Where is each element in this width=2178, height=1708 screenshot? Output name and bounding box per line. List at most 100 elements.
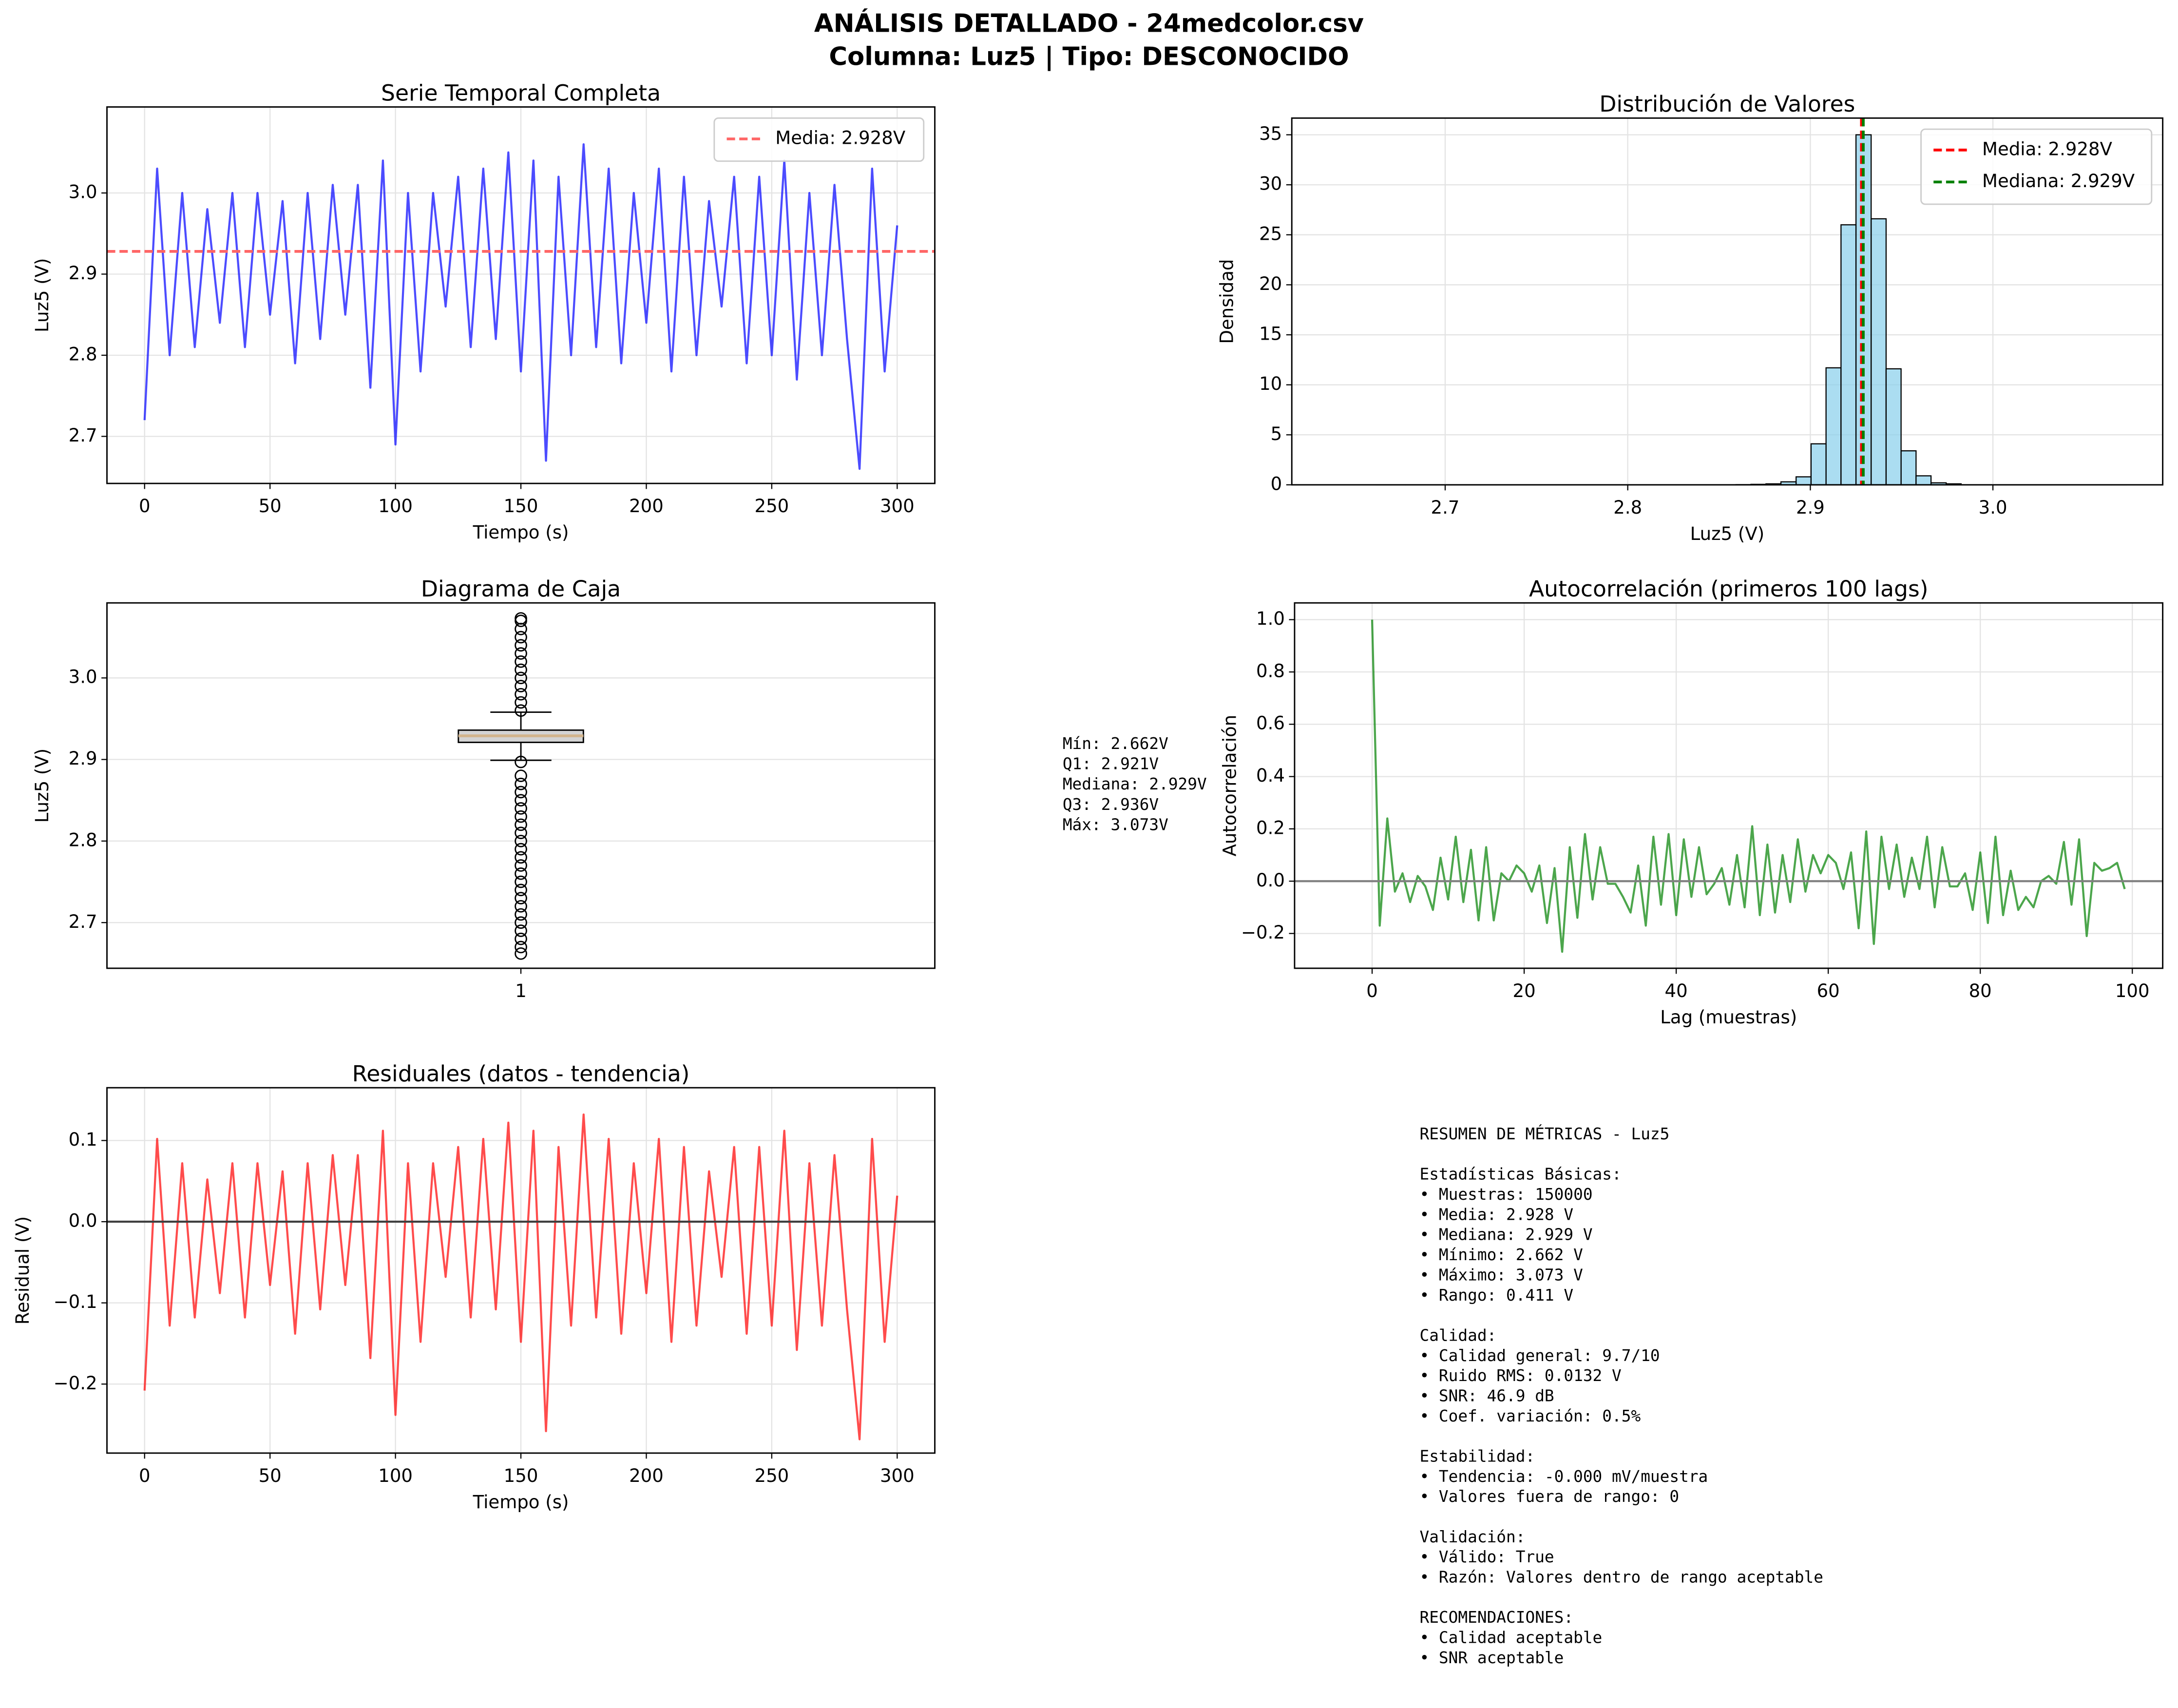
summary-item: • Calidad general: 9.7/10 xyxy=(1419,1346,1660,1365)
x-axis-label: Luz5 (V) xyxy=(1690,523,1765,544)
x-tick-label: 300 xyxy=(880,496,915,517)
outlier xyxy=(515,851,527,864)
stats-text: Q1: 2.921V xyxy=(1063,755,1159,773)
x-tick-label: 100 xyxy=(378,1465,413,1486)
y-tick-label: 3.0 xyxy=(69,667,97,688)
y-tick-label: 2.8 xyxy=(69,829,97,850)
summary-item: • Coef. variación: 0.5% xyxy=(1419,1407,1641,1425)
hist-bar xyxy=(1885,368,1902,486)
x-tick-label: 50 xyxy=(259,1465,282,1486)
y-tick-label: 1.0 xyxy=(1256,608,1285,629)
y-tick-label: −0.2 xyxy=(54,1373,97,1394)
panel-title: Distribución de Valores xyxy=(1599,91,1855,117)
y-tick-label: 0.2 xyxy=(1256,817,1285,838)
x-tick-label: 250 xyxy=(755,496,789,517)
x-tick-label: 3.0 xyxy=(1979,497,2007,518)
outlier xyxy=(515,810,527,823)
summary-item: • Muestras: 150000 xyxy=(1419,1185,1592,1204)
outlier xyxy=(515,672,527,685)
plot-frame xyxy=(1294,602,2164,969)
panel-title: Residuales (datos - tendencia) xyxy=(352,1061,690,1087)
summary-item: • Mediana: 2.929 V xyxy=(1419,1226,1592,1244)
outlier xyxy=(515,867,527,880)
summary-item: • Máximo: 3.073 V xyxy=(1419,1266,1583,1284)
summary-item: • Válido: True xyxy=(1419,1548,1554,1566)
outlier xyxy=(515,688,527,701)
outlier xyxy=(515,639,527,652)
x-tick-label: 250 xyxy=(755,1465,789,1486)
x-tick-label: 150 xyxy=(504,1465,538,1486)
summary-item: • Rango: 0.411 V xyxy=(1419,1286,1573,1305)
y-axis-label: Luz5 (V) xyxy=(32,258,53,333)
outlier xyxy=(515,826,527,839)
outlier xyxy=(515,647,527,660)
outlier xyxy=(515,875,527,888)
outlier xyxy=(515,777,527,790)
x-tick-label: 1 xyxy=(515,980,527,1001)
x-axis-label: Tiempo (s) xyxy=(473,1492,569,1513)
summary-heading: Validación: xyxy=(1419,1528,1525,1546)
figure-subtitle: Columna: Luz5 | Tipo: DESCONOCIDO xyxy=(829,42,1349,72)
x-tick-label: 0 xyxy=(1366,980,1378,1001)
outlier xyxy=(515,932,527,945)
x-tick-label: 2.8 xyxy=(1613,497,1642,518)
hist-bar xyxy=(1796,476,1812,486)
stats-text: Mediana: 2.929V xyxy=(1063,775,1207,793)
x-tick-label: 0 xyxy=(139,1465,151,1486)
x-tick-label: 100 xyxy=(2115,980,2150,1001)
data-line xyxy=(143,1113,898,1440)
outlier xyxy=(515,696,527,709)
summary-item: • Media: 2.928 V xyxy=(1419,1205,1573,1224)
outlier xyxy=(515,818,527,831)
outlier xyxy=(515,802,527,815)
y-tick-label: 15 xyxy=(1259,324,1282,345)
x-tick-label: 0 xyxy=(139,496,151,517)
summary-title: RESUMEN DE MÉTRICAS - Luz5 xyxy=(1419,1125,1669,1143)
panel-title: Serie Temporal Completa xyxy=(381,80,661,106)
y-tick-label: 2.9 xyxy=(69,748,97,769)
stats-text: Máx: 3.073V xyxy=(1063,815,1168,834)
x-tick-label: 60 xyxy=(1817,980,1840,1001)
x-tick-label: 150 xyxy=(504,496,538,517)
y-tick-label: 0.1 xyxy=(69,1129,97,1150)
y-tick-label: −0.1 xyxy=(54,1291,97,1312)
y-axis-label: Autocorrelación xyxy=(1219,715,1240,857)
stats-text: Mín: 2.662V xyxy=(1063,734,1168,753)
outlier xyxy=(515,769,527,782)
outlier xyxy=(515,680,527,692)
outlier xyxy=(515,892,527,904)
summary-item: • Calidad aceptable xyxy=(1419,1628,1602,1647)
outlier xyxy=(515,900,527,913)
y-tick-label: 0 xyxy=(1271,473,1282,494)
x-tick-label: 80 xyxy=(1969,980,1992,1001)
hist-bar xyxy=(1825,367,1842,486)
data-line xyxy=(143,143,898,470)
outlier xyxy=(515,786,527,799)
outlier xyxy=(515,924,527,937)
hist-bar xyxy=(1871,218,1887,486)
y-tick-label: 5 xyxy=(1271,423,1282,444)
y-tick-label: 0.0 xyxy=(1256,870,1285,891)
x-tick-label: 50 xyxy=(259,496,282,517)
outlier xyxy=(515,908,527,921)
y-tick-label: 2.9 xyxy=(69,263,97,284)
y-axis-label: Luz5 (V) xyxy=(32,748,53,823)
hist-bar xyxy=(1810,443,1827,486)
y-axis-label: Densidad xyxy=(1217,259,1238,344)
hist-bar xyxy=(1900,450,1917,486)
x-tick-label: 200 xyxy=(629,496,664,517)
summary-item: • SNR: 46.9 dB xyxy=(1419,1386,1554,1405)
outlier xyxy=(515,631,527,644)
outlier xyxy=(515,612,527,625)
data-line xyxy=(1371,619,2126,953)
outlier xyxy=(515,859,527,872)
outlier xyxy=(515,883,527,897)
outlier xyxy=(515,940,527,954)
summary-heading: Estadísticas Básicas: xyxy=(1419,1165,1621,1184)
outlier xyxy=(515,755,527,768)
hist-bar xyxy=(1840,224,1857,486)
x-tick-label: 20 xyxy=(1513,980,1536,1001)
legend-label: Media: 2.928V xyxy=(1982,138,2113,159)
x-tick-label: 2.7 xyxy=(1431,497,1460,518)
